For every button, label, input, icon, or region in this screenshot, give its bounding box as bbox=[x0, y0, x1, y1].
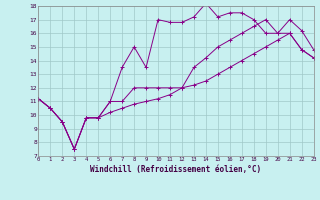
X-axis label: Windchill (Refroidissement éolien,°C): Windchill (Refroidissement éolien,°C) bbox=[91, 165, 261, 174]
